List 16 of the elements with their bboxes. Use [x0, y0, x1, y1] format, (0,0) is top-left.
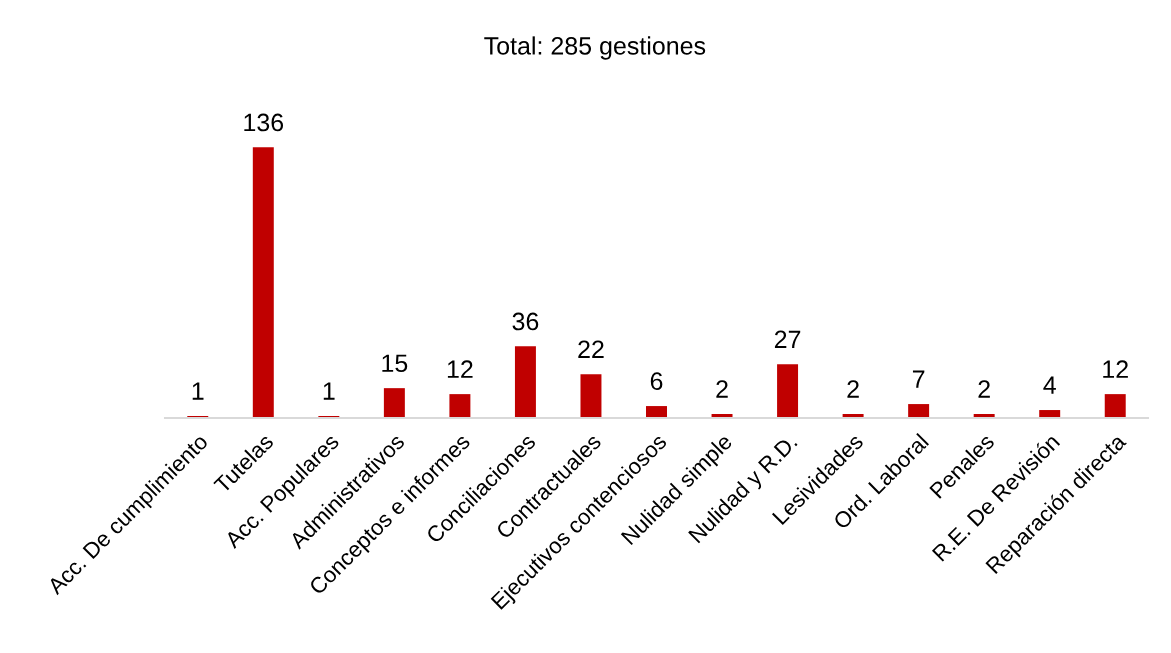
- data-label: 15: [382, 354, 408, 373]
- data-label: 12: [1103, 360, 1128, 378]
- data-label: 2: [978, 380, 990, 398]
- data-label: 1: [323, 382, 335, 400]
- data-label: 1: [192, 382, 204, 400]
- data-label: 22: [578, 340, 604, 358]
- data-label: 7: [912, 370, 925, 388]
- data-label: 2: [716, 380, 728, 398]
- data-label: 2: [847, 380, 859, 398]
- data-label: 136: [244, 113, 284, 132]
- data-label: 6: [650, 372, 663, 391]
- data-label: 27: [774, 330, 801, 348]
- data-label: 36: [512, 312, 539, 331]
- chart-title: Total: 285 gestiones: [484, 36, 706, 60]
- data-label: 4: [1043, 376, 1056, 394]
- data-label: 12: [447, 360, 473, 378]
